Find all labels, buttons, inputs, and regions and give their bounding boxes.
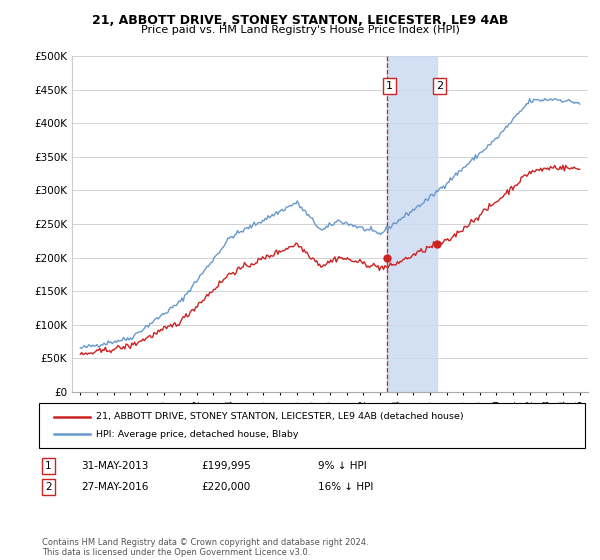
Text: 9% ↓ HPI: 9% ↓ HPI [318,461,367,471]
Text: 1: 1 [45,461,52,471]
Text: 27-MAY-2016: 27-MAY-2016 [81,482,148,492]
Text: 2: 2 [45,482,52,492]
Text: 31-MAY-2013: 31-MAY-2013 [81,461,148,471]
Text: £199,995: £199,995 [201,461,251,471]
Text: 2: 2 [436,81,443,91]
Bar [387,56,437,392]
Text: £220,000: £220,000 [201,482,250,492]
Text: Contains HM Land Registry data © Crown copyright and database right 2024.
This d: Contains HM Land Registry data © Crown c… [42,538,368,557]
Text: Price paid vs. HM Land Registry's House Price Index (HPI): Price paid vs. HM Land Registry's House … [140,25,460,35]
Text: HPI: Average price, detached house, Blaby: HPI: Average price, detached house, Blab… [96,430,299,438]
Text: 21, ABBOTT DRIVE, STONEY STANTON, LEICESTER, LE9 4AB (detached house): 21, ABBOTT DRIVE, STONEY STANTON, LEICES… [96,413,464,422]
Text: 1: 1 [386,81,393,91]
Text: 16% ↓ HPI: 16% ↓ HPI [318,482,373,492]
Text: 21, ABBOTT DRIVE, STONEY STANTON, LEICESTER, LE9 4AB: 21, ABBOTT DRIVE, STONEY STANTON, LEICES… [92,14,508,27]
